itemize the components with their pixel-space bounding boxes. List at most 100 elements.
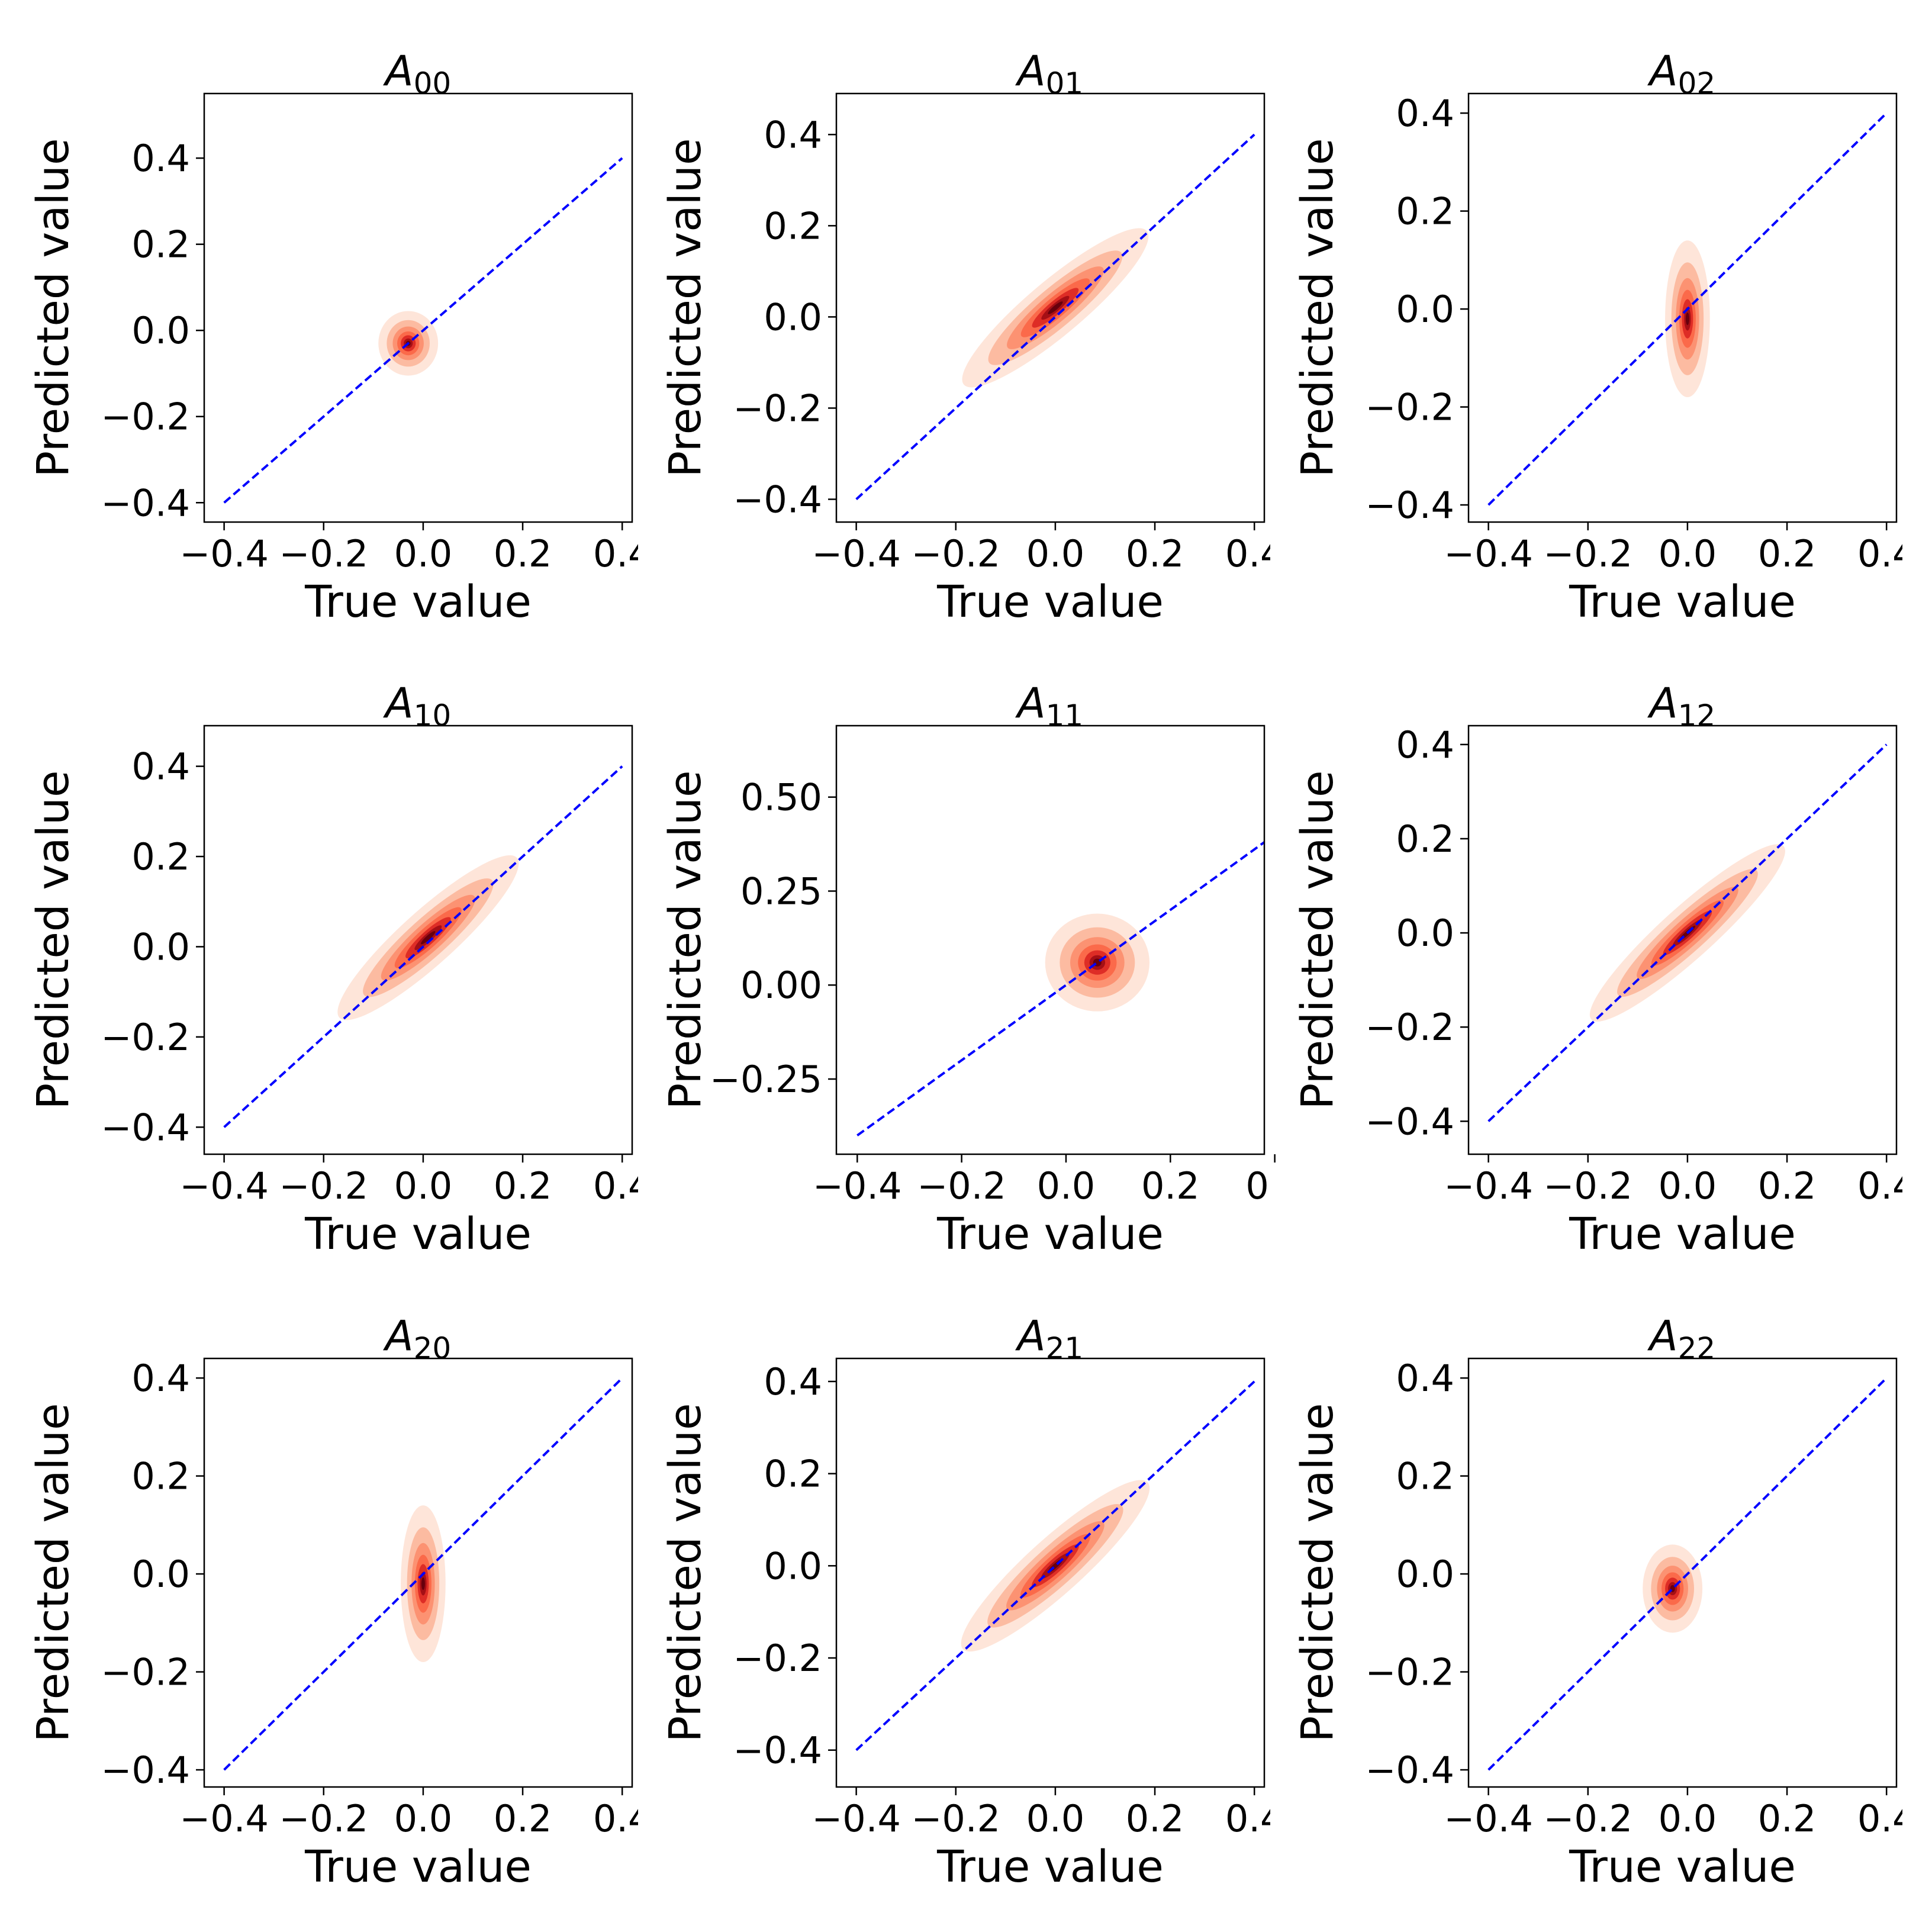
x-axis-label: True value — [1569, 1841, 1796, 1892]
x-tick-label: 0.4 — [1225, 1797, 1284, 1840]
panel-title-main: A — [1647, 1312, 1678, 1360]
density-level-7 — [421, 1577, 425, 1590]
x-tick-label: 0.4 — [593, 1164, 652, 1208]
x-tick-label: 0.0 — [1026, 532, 1085, 575]
y-tick-label: 0.2 — [1396, 1455, 1454, 1498]
x-tick-label: 0.2 — [494, 532, 552, 575]
y-tick-label: 0.0 — [131, 309, 190, 352]
y-axis-label: Predicted value — [28, 770, 79, 1109]
panel-title-main: A — [1015, 1312, 1046, 1360]
axes-frame — [835, 1357, 1266, 1788]
x-tick-label: 0.4 — [1245, 1164, 1304, 1208]
identity-line — [855, 1380, 1255, 1751]
y-tick-label: 0.0 — [764, 1544, 822, 1588]
y-tick-label: 0.0 — [131, 925, 190, 968]
y-tick-label: 0.2 — [1396, 190, 1454, 233]
y-tick-label: −0.2 — [1365, 386, 1454, 429]
panel-title-subscript: 22 — [1678, 1331, 1716, 1366]
axes-frame — [835, 724, 1266, 1155]
y-tick-label: −0.25 — [710, 1058, 822, 1101]
y-tick-label: −0.4 — [1365, 484, 1454, 527]
y-tick-label: 0.2 — [131, 1455, 190, 1498]
panel-title: A21 — [1015, 1312, 1084, 1366]
y-tick-label: −0.2 — [733, 1637, 822, 1680]
x-tick-label: −0.2 — [917, 1164, 1006, 1208]
panel-title: A01 — [1015, 47, 1084, 101]
y-tick-label: −0.4 — [101, 1749, 190, 1792]
x-tick-label: 0.0 — [1659, 1164, 1717, 1208]
y-tick-label: 0.4 — [1396, 92, 1454, 135]
x-tick-label: 0.4 — [1857, 1797, 1916, 1840]
y-tick-label: −0.4 — [733, 1729, 822, 1772]
x-axis-label: True value — [304, 1841, 532, 1892]
x-tick-label: 0.2 — [494, 1164, 552, 1208]
identity-line — [856, 841, 1264, 1136]
density-contours — [401, 1505, 446, 1663]
x-tick-label: 0.0 — [1659, 1797, 1717, 1840]
panel-title-subscript: 11 — [1046, 698, 1084, 733]
panel-title: A00 — [383, 47, 452, 101]
x-tick-label: 0.2 — [1758, 532, 1817, 575]
x-tick-label: −0.2 — [279, 1797, 368, 1840]
y-tick-label: 0.4 — [131, 137, 190, 180]
y-axis-label: Predicted value — [1292, 770, 1343, 1109]
y-tick-label: 0.50 — [740, 776, 822, 819]
x-tick-label: −0.2 — [1543, 532, 1632, 575]
panel-title-subscript: 02 — [1678, 66, 1716, 101]
x-tick-label: 0.0 — [1037, 1164, 1096, 1208]
x-tick-label: 0.0 — [394, 1164, 453, 1208]
y-tick-label: 0.2 — [764, 1453, 822, 1496]
x-tick-label: −0.2 — [1543, 1164, 1632, 1208]
y-tick-label: 0.0 — [1396, 1553, 1454, 1596]
panel-title-main: A — [1647, 679, 1678, 727]
x-tick-label: −0.4 — [812, 1797, 901, 1840]
x-tick-label: 0.2 — [1126, 532, 1184, 575]
x-tick-label: 0.4 — [1857, 532, 1916, 575]
panel-title-main: A — [383, 1312, 414, 1360]
identity-line — [223, 765, 623, 1128]
y-axis-label: Predicted value — [660, 1403, 711, 1742]
y-tick-label: 0.2 — [1396, 817, 1454, 861]
panel-title: A02 — [1647, 47, 1716, 101]
x-tick-label: 0.0 — [394, 1797, 453, 1840]
x-tick-label: −0.4 — [812, 532, 901, 575]
y-axis-label: Predicted value — [28, 138, 79, 477]
x-tick-label: 0.0 — [1659, 532, 1717, 575]
panel-title-subscript: 01 — [1046, 66, 1084, 101]
panel-title-main: A — [383, 47, 414, 95]
panel-title-main: A — [383, 679, 414, 727]
x-tick-label: −0.2 — [279, 532, 368, 575]
x-axis-label: True value — [1569, 577, 1796, 627]
y-tick-label: −0.4 — [733, 478, 822, 521]
axes-frame — [1467, 1357, 1898, 1788]
axes-frame — [835, 92, 1266, 523]
x-axis-label: True value — [304, 577, 532, 627]
y-axis-label: Predicted value — [1292, 1403, 1343, 1742]
panel-title-main: A — [1647, 47, 1678, 95]
y-tick-label: 0.4 — [1396, 1357, 1454, 1400]
x-tick-label: −0.4 — [1444, 1164, 1533, 1208]
x-tick-label: 0.4 — [593, 532, 652, 575]
x-tick-label: 0.2 — [1758, 1797, 1817, 1840]
density-level-7 — [1048, 301, 1063, 314]
panel-title-subscript: 10 — [414, 698, 452, 733]
x-tick-label: −0.4 — [813, 1164, 902, 1208]
x-axis-label: True value — [936, 1841, 1164, 1892]
y-tick-label: −0.2 — [1365, 1651, 1454, 1694]
y-axis-label: Predicted value — [28, 1403, 79, 1742]
x-axis-label: True value — [936, 577, 1164, 627]
panel-title: A22 — [1647, 1312, 1716, 1366]
density-contours — [1665, 240, 1710, 398]
y-tick-label: 0.2 — [131, 835, 190, 878]
y-tick-label: 0.4 — [1396, 723, 1454, 767]
identity-line — [1487, 112, 1888, 506]
density-contours — [337, 855, 519, 1020]
y-tick-label: −0.4 — [1365, 1100, 1454, 1143]
x-tick-label: −0.2 — [1543, 1797, 1632, 1840]
x-tick-label: −0.4 — [179, 1164, 269, 1208]
